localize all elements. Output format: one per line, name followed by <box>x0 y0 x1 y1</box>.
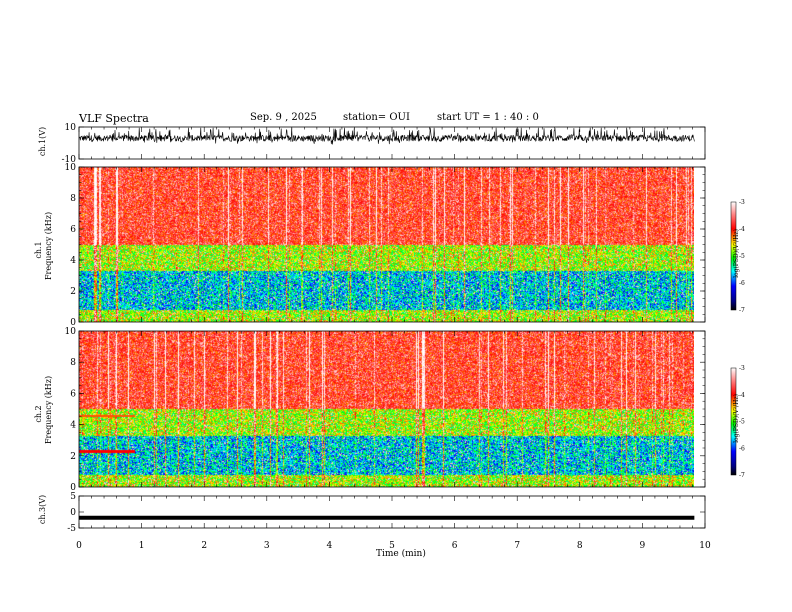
x-tick-label: 6 <box>452 541 458 551</box>
ch1-waveform-panel <box>78 127 695 145</box>
y-tick-label: 0 <box>70 483 76 493</box>
start-time-label: start UT = 1 : 40 : 0 <box>437 112 539 123</box>
x-tick-label: 4 <box>327 541 333 551</box>
colorbar-tick-label: -6 <box>739 445 745 452</box>
y-tick-label: 2 <box>70 287 76 297</box>
colorbar2-label: log(PSD)(V²/Hz) <box>732 394 740 443</box>
colorbar-tick-label: -7 <box>739 472 745 479</box>
y-tick-label: 10 <box>65 123 77 133</box>
y-tick-label: 8 <box>70 194 76 204</box>
x-tick-label: 0 <box>76 541 82 551</box>
ch3-volt-label: ch.3(V) <box>38 494 48 525</box>
colorbar2 <box>730 367 737 476</box>
plot-title: VLF Spectra <box>79 112 149 125</box>
x-tick-label: 9 <box>640 541 646 551</box>
colorbars: -3 -4 -5 -6 -7 -3 -4 -5 -6 -7 <box>730 199 745 479</box>
x-tick-label: 2 <box>201 541 207 551</box>
x-tick-label: 7 <box>514 541 520 551</box>
x-tick-label: 10 <box>699 541 711 551</box>
ch1-volt-label: ch.1(V) <box>38 126 48 157</box>
colorbar-tick-label: -5 <box>739 253 745 260</box>
colorbar-tick-label: -4 <box>739 226 745 233</box>
date-label: Sep. 9 , 2025 <box>250 112 317 123</box>
colorbar-tick-label: -3 <box>739 199 745 206</box>
colorbar-tick-label: -4 <box>739 392 745 399</box>
x-axis-label: Time (min) <box>376 549 426 559</box>
y-tick-label: 10 <box>65 327 77 337</box>
x-tick-label: 8 <box>577 541 583 551</box>
y-tick-label: 2 <box>70 452 76 462</box>
y-tick-label: -10 <box>62 155 77 165</box>
ch1-waveform-line <box>78 127 695 145</box>
x-tick-label: 3 <box>264 541 270 551</box>
y-tick-label: 8 <box>70 358 76 368</box>
ch2-spectrogram-image <box>79 331 694 487</box>
y-tick-label: 4 <box>70 421 76 431</box>
x-tick-label: 5 <box>389 541 395 551</box>
ch1-freq-label: ch.1 Frequency (kHz) <box>34 211 53 280</box>
ch2-freq-label: ch.2 Frequency (kHz) <box>34 375 53 444</box>
colorbar-tick-label: -6 <box>739 280 745 287</box>
y-tick-label: 0 <box>70 508 76 518</box>
x-tick-label: 1 <box>139 541 145 551</box>
colorbar-tick-label: -5 <box>739 419 745 426</box>
station-label: station= OUI <box>343 112 410 123</box>
ch2-spectrogram-panel <box>79 331 694 487</box>
ch1-spectrogram-image <box>79 167 694 322</box>
colorbar1 <box>730 201 737 311</box>
colorbar-tick-label: -3 <box>739 365 745 372</box>
colorbar-tick-label: -7 <box>739 307 745 314</box>
y-tick-label: -5 <box>67 524 76 534</box>
y-tick-label: 10 <box>65 163 77 173</box>
y-tick-label: 6 <box>70 389 76 399</box>
ch1-spectrogram-panel <box>79 167 694 322</box>
y-tick-label: 0 <box>70 318 76 328</box>
y-tick-label: 4 <box>70 256 76 266</box>
y-tick-label: 5 <box>70 492 76 502</box>
colorbar1-label: log(PSD)(V²/Hz) <box>732 229 740 278</box>
y-tick-label: 6 <box>70 225 76 235</box>
